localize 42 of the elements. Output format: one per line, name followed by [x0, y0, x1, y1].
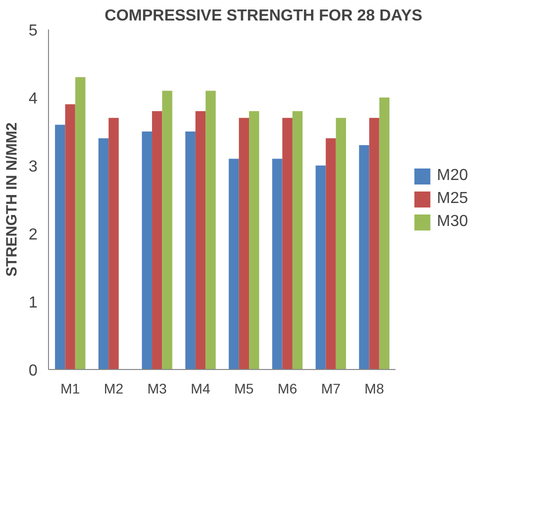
bar: [98, 138, 109, 370]
legend-label: M25: [436, 190, 468, 208]
legend-label: M30: [436, 213, 468, 231]
x-tick-label: M8: [364, 380, 384, 396]
bar: [369, 118, 380, 370]
x-tick-label: M6: [278, 380, 298, 396]
x-tick-label: M7: [321, 380, 341, 396]
bar: [292, 111, 303, 370]
bar: [65, 104, 76, 370]
bar: [238, 118, 250, 370]
bar: [249, 111, 260, 370]
x-tick-label: M2: [104, 380, 124, 396]
y-tick-label: 5: [28, 22, 38, 40]
bar: [359, 145, 370, 370]
x-tick-label: M4: [190, 380, 210, 396]
bar: [326, 138, 336, 370]
bar: [152, 111, 162, 370]
bar: [75, 77, 86, 370]
bar: [142, 132, 152, 370]
y-tick-label: 1: [28, 294, 38, 312]
bar: [282, 118, 292, 370]
bar: [185, 132, 196, 370]
x-tick-label: M1: [60, 380, 80, 396]
bar: [228, 158, 239, 370]
y-tick-label: 2: [28, 226, 38, 244]
bar: [379, 98, 390, 370]
bar: [55, 124, 66, 370]
bar: [195, 111, 206, 370]
y-tick-label: 0: [28, 362, 38, 380]
bar: [162, 90, 172, 370]
y-axis-title: STRENGTH IN N/MM2: [4, 122, 21, 277]
x-tick-label: M5: [234, 380, 254, 396]
bar: [108, 118, 119, 370]
bar: [316, 166, 326, 370]
bar: [336, 118, 346, 370]
legend-label: M20: [436, 167, 468, 185]
chart-title: COMPRESSIVE STRENGTH FOR 28 DAYS: [104, 8, 423, 24]
y-tick-label: 3: [28, 158, 38, 176]
bar: [206, 90, 216, 370]
bar: [272, 158, 282, 370]
y-tick-label: 4: [28, 90, 38, 108]
x-tick-label: M3: [147, 380, 168, 396]
